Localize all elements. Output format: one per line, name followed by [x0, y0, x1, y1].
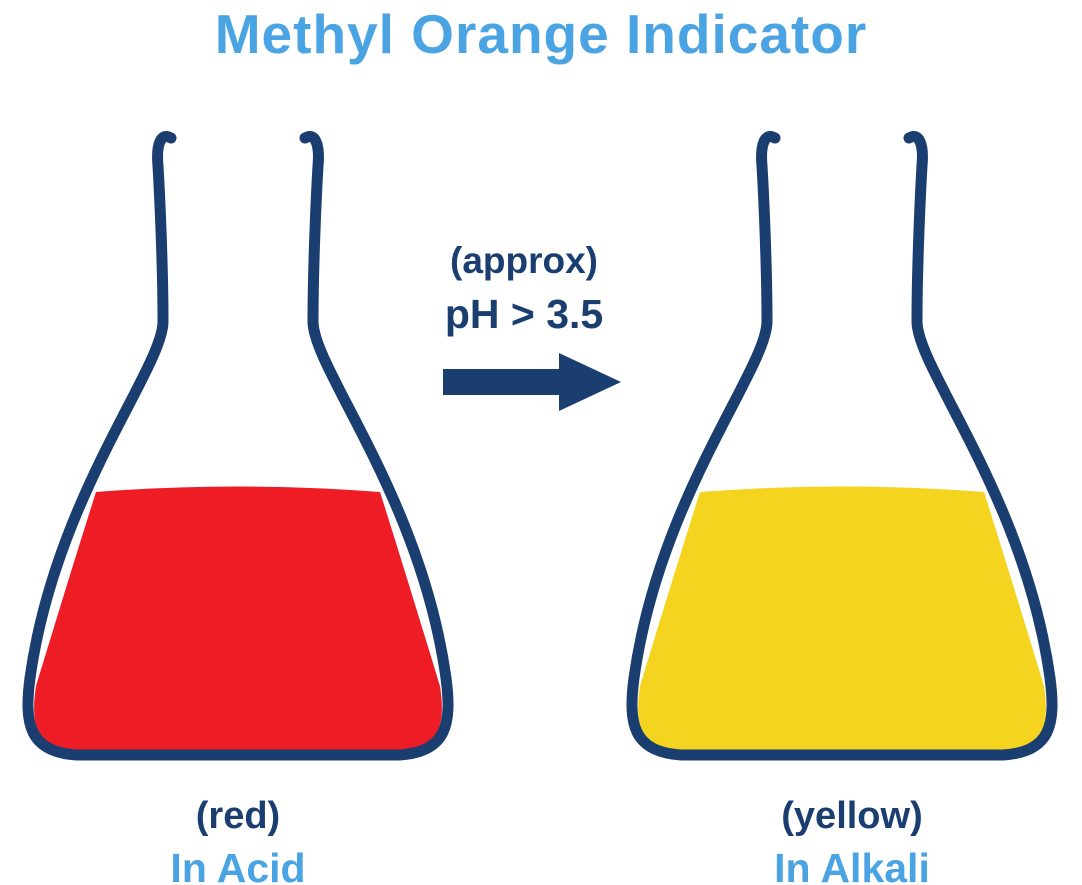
approx-label: (approx) — [450, 240, 598, 281]
right-arrow-icon — [443, 353, 621, 411]
alkali-flask — [607, 130, 1077, 785]
ph-threshold-label: pH > 3.5 — [444, 291, 604, 337]
right-arrow-shape — [443, 353, 621, 411]
alkali-condition-label: In Alkali — [774, 845, 930, 885]
alkali-liquid — [638, 486, 1046, 751]
acid-condition-label: In Acid — [170, 845, 306, 885]
acid-flask — [3, 130, 473, 785]
alkali-color-label: (yellow) — [781, 795, 923, 837]
acid-liquid — [34, 486, 442, 751]
acid-color-label: (red) — [195, 795, 281, 837]
diagram-title: Methyl Orange Indicator — [214, 3, 868, 65]
